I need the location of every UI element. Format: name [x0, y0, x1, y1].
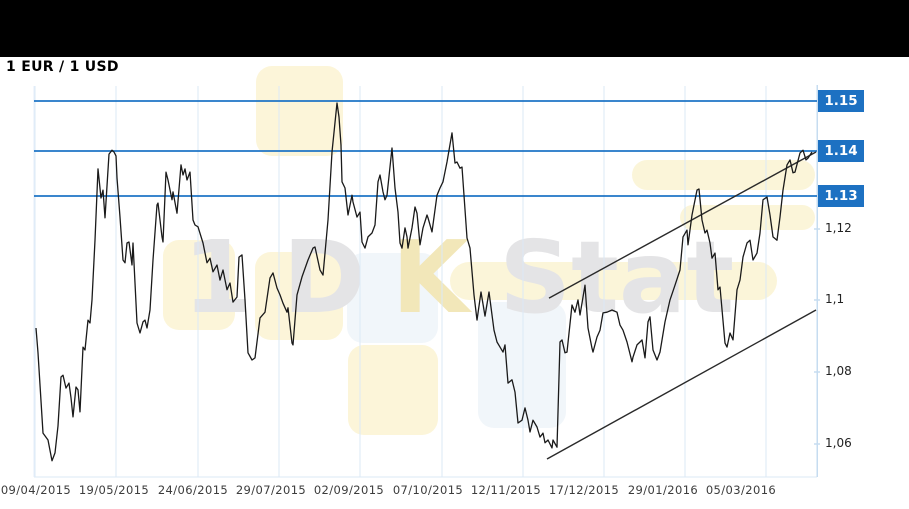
upper-trendline: [548, 151, 817, 299]
price-line-eur-usd: [35, 102, 813, 462]
top-black-bar: [0, 0, 909, 57]
lower-trendline: [546, 309, 817, 460]
page-title: 1 EUR / 1 USD: [6, 59, 119, 75]
